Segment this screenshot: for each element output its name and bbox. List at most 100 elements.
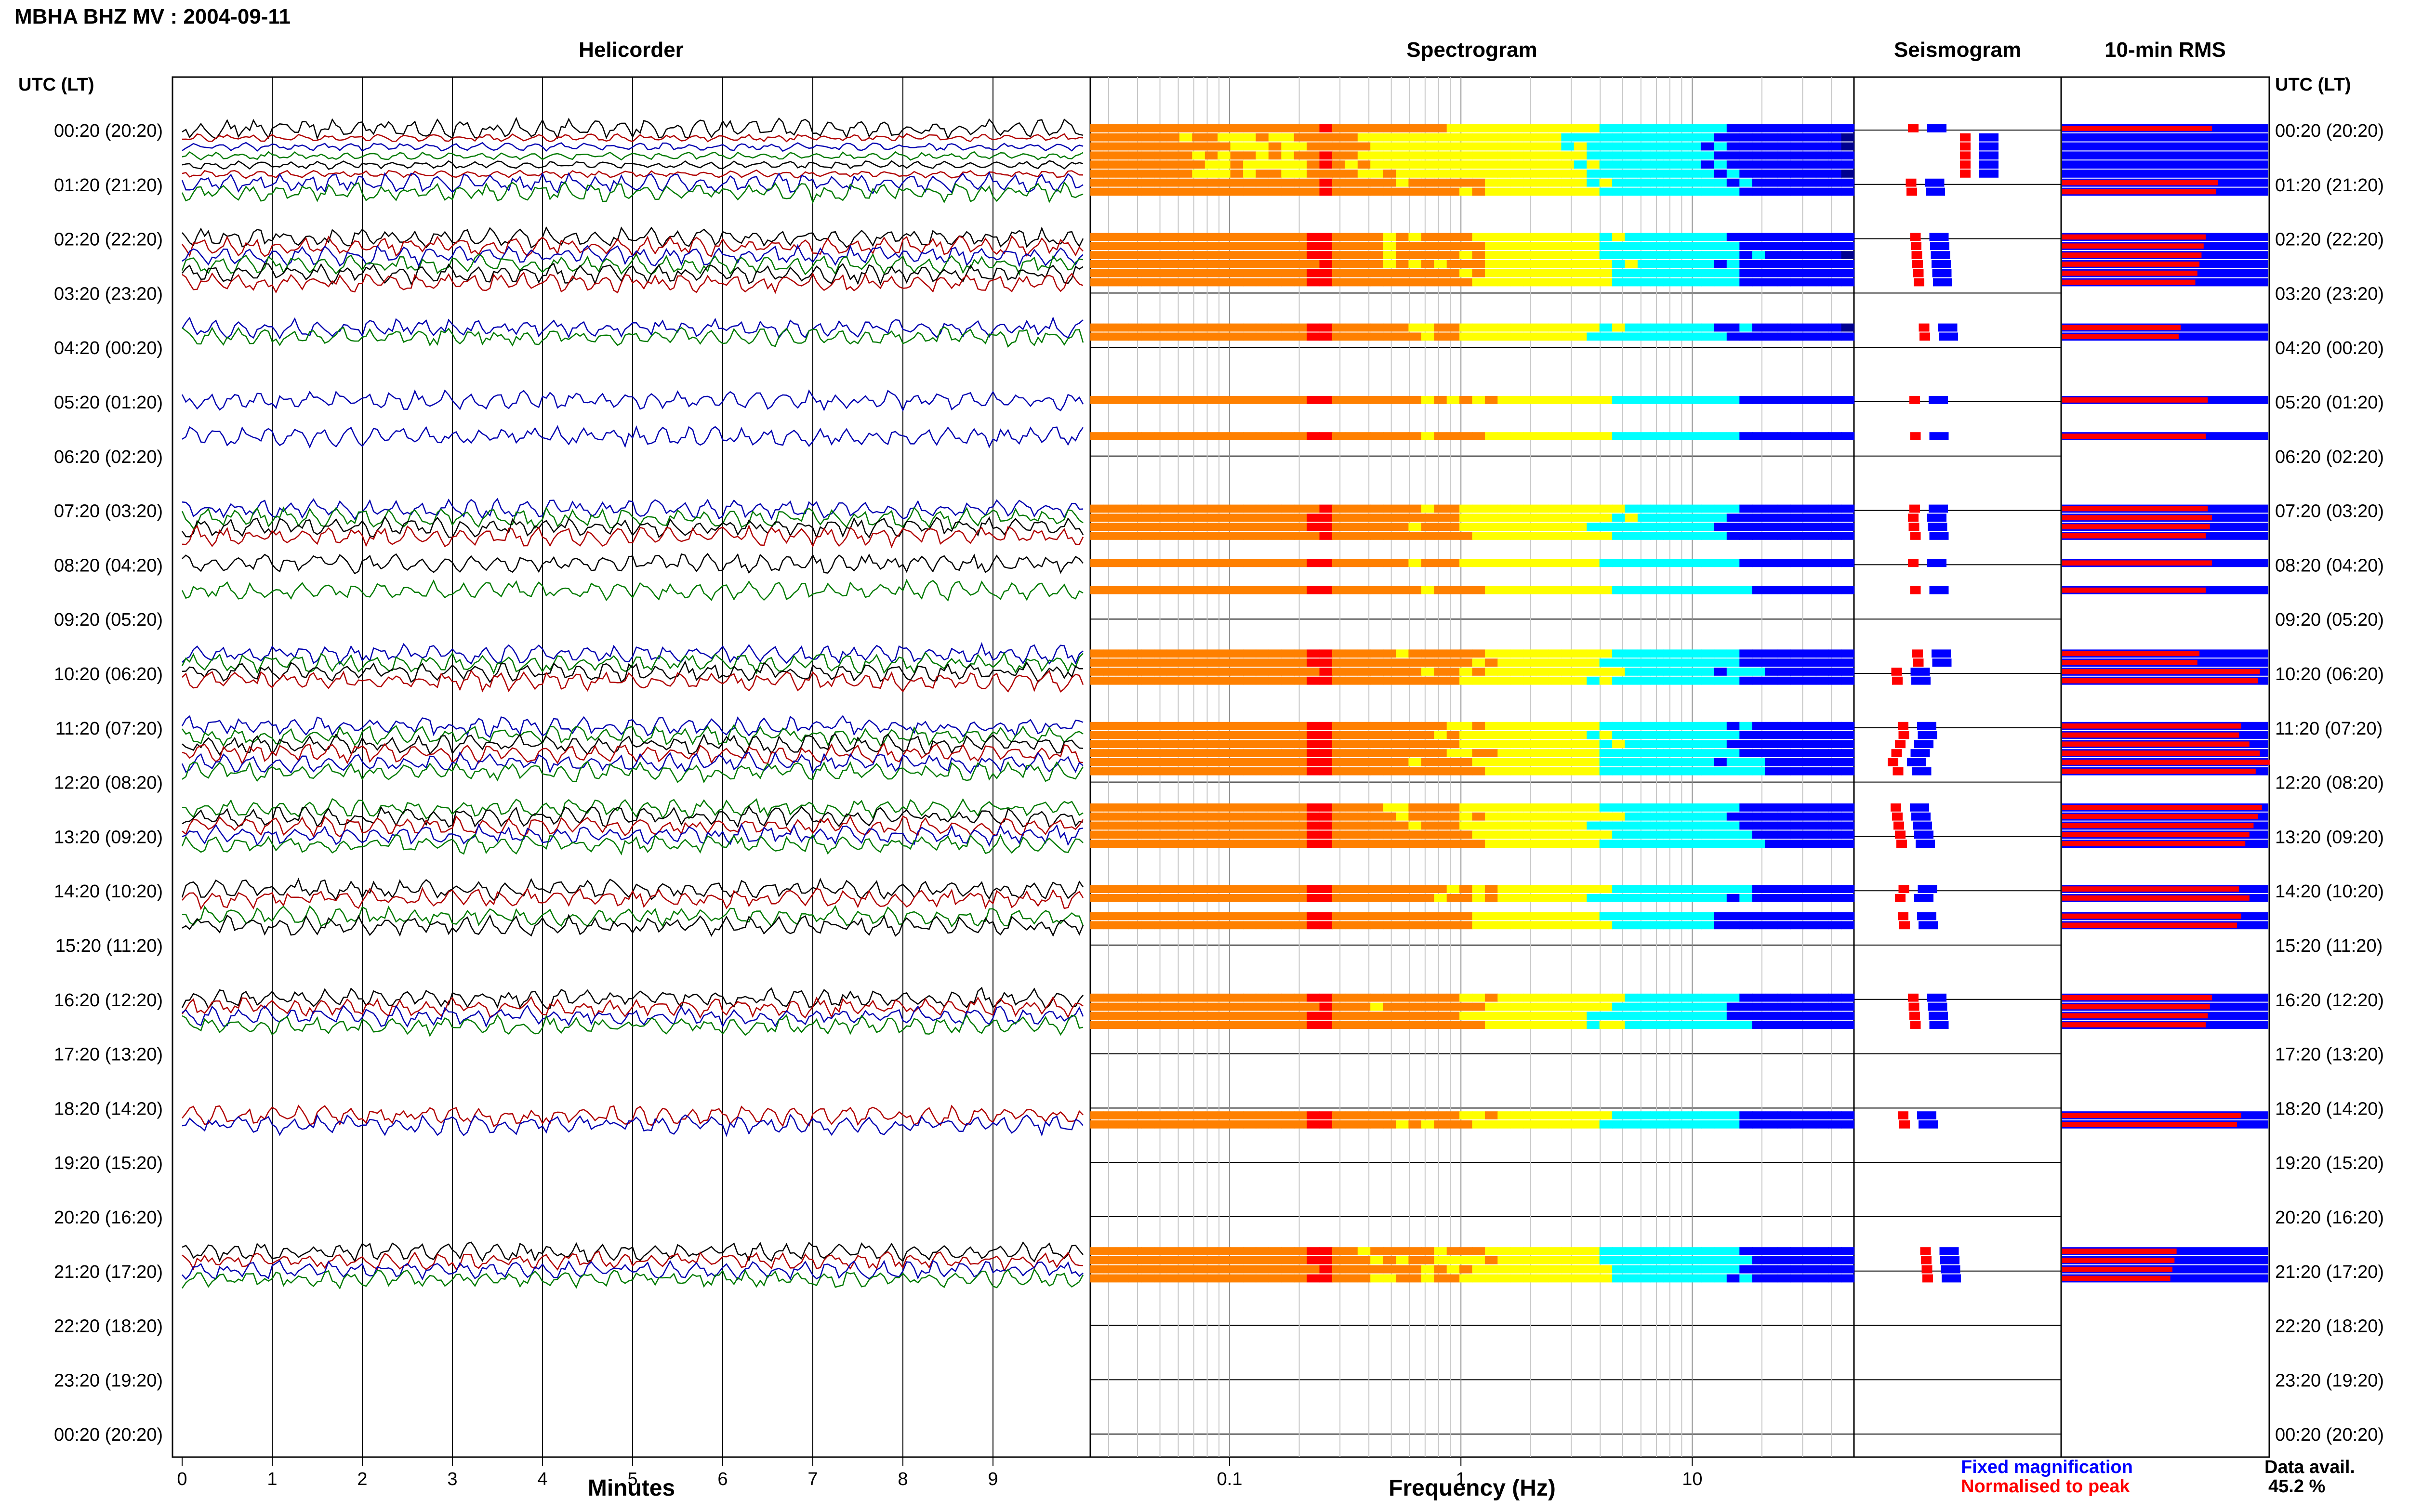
spectrogram-cell (1726, 242, 1740, 250)
spectrogram-cell (1115, 912, 1129, 920)
spectrogram-cell (1204, 668, 1218, 676)
spectrogram-cell (1803, 894, 1816, 902)
spectrogram-cell (1815, 187, 1829, 196)
spectrogram-cell (1332, 993, 1346, 1002)
spectrogram-cell (1625, 260, 1638, 268)
spectrogram-cell (1332, 885, 1346, 893)
row-label-left: 14:20 (10:20) (54, 881, 163, 902)
spectrogram-cell (1650, 676, 1664, 685)
spectrogram-cell (1345, 269, 1358, 277)
spectrogram-cell (1434, 1274, 1447, 1283)
spectrogram-cell (1752, 722, 1766, 730)
spectrogram-cell (1332, 1120, 1346, 1129)
spectrogram-cell (1484, 840, 1498, 848)
spectrogram-cell (1230, 758, 1244, 766)
rms-normalised-bar (2062, 814, 2258, 819)
seismogram-fixed-mark (1919, 921, 1938, 930)
spectrogram-cell (1166, 803, 1180, 812)
spectrogram-cell (1752, 323, 1766, 332)
spectrogram-cell (1268, 1265, 1282, 1274)
spectrogram-cell (1587, 1111, 1600, 1119)
spectrogram-cell (1803, 830, 1816, 839)
spectrogram-cell (1523, 323, 1536, 332)
spectrogram-cell (1650, 323, 1664, 332)
spectrogram-cell (1230, 1247, 1244, 1255)
spectrogram-cell (1408, 1274, 1422, 1283)
spectrogram-cell (1650, 1120, 1664, 1129)
spectrogram-cell (1396, 1021, 1409, 1029)
spectrogram-cell (1510, 668, 1524, 676)
spectrogram-cell (1243, 513, 1257, 522)
spectrogram-cell (1752, 921, 1766, 930)
spectrogram-cell (1739, 722, 1753, 730)
spectrogram-cell (1676, 885, 1689, 893)
spectrogram-cell (1090, 821, 1104, 830)
spectrogram-cell (1701, 187, 1715, 196)
spectrogram-cell (1307, 1021, 1320, 1029)
seismogram-fixed-mark (1929, 504, 1948, 513)
spectrogram-cell (1676, 993, 1689, 1002)
spectrogram-cell (1141, 912, 1155, 920)
seismogram-normalised-mark (1906, 178, 1917, 187)
seismogram-fixed-mark (1979, 170, 1999, 178)
spectrogram-cell (1739, 133, 1753, 142)
spectrogram-cell (1179, 1002, 1193, 1011)
spectrogram-cell (1714, 1012, 1727, 1020)
spectrogram-cell (1676, 260, 1689, 268)
spectrogram-cell (1472, 332, 1485, 341)
spectrogram-cell (1370, 233, 1384, 241)
seismogram-fixed-mark (1914, 740, 1933, 749)
spectrogram-cell (1230, 269, 1244, 277)
spectrogram-cell (1115, 260, 1129, 268)
spectrogram-cell (1841, 142, 1854, 151)
spectrogram-cell (1268, 912, 1282, 920)
spectrogram-cell (1307, 676, 1320, 685)
spectrogram-cell (1587, 559, 1600, 567)
spectrogram-cell (1345, 758, 1358, 766)
spectrogram-cell (1307, 1265, 1320, 1274)
seismogram-normalised-mark (1896, 840, 1907, 848)
spectrogram-cell (1256, 559, 1269, 567)
spectrogram-row (1090, 658, 1854, 667)
spectrogram-cell (1650, 767, 1664, 776)
row-label-left: 23:20 (19:20) (54, 1370, 163, 1391)
spectrogram-cell (1179, 124, 1193, 132)
spectrogram-cell (1446, 124, 1460, 132)
row-label-left: 12:20 (08:20) (54, 773, 163, 793)
spectrogram-cell (1256, 921, 1269, 930)
spectrogram-cell (1815, 722, 1829, 730)
spectrogram-cell (1815, 731, 1829, 739)
spectrogram-cell (1650, 749, 1664, 757)
spectrogram-cell (1828, 124, 1842, 132)
spectrogram-cell (1472, 1021, 1485, 1029)
spectrogram-cell (1777, 1012, 1791, 1020)
spectrogram-row (1090, 830, 1854, 839)
spectrogram-cell (1726, 251, 1740, 259)
spectrogram-cell (1574, 124, 1588, 132)
spectrogram-cell (1307, 332, 1320, 341)
spectrogram-cell (1357, 722, 1371, 730)
spectrogram-cell (1790, 894, 1804, 902)
spectrogram-cell (1587, 170, 1600, 178)
spectrogram-cell (1663, 151, 1677, 160)
spectrogram-cell (1204, 1256, 1218, 1264)
spectrogram-cell (1383, 1002, 1396, 1011)
spectrogram-cell (1268, 1274, 1282, 1283)
spectrogram-cell (1484, 242, 1498, 250)
spectrogram-cell (1650, 160, 1664, 169)
spectrogram-cell (1230, 323, 1244, 332)
spectrogram-cell (1484, 993, 1498, 1002)
spectrogram-cell (1574, 242, 1588, 250)
spectrogram-cell (1128, 894, 1142, 902)
spectrogram-cell (1281, 658, 1295, 667)
spectrogram-cell (1828, 1274, 1842, 1283)
spectrogram-cell (1294, 124, 1308, 132)
spectrogram-cell (1319, 523, 1333, 531)
spectrogram-cell (1218, 894, 1231, 902)
spectrogram-cell (1777, 178, 1791, 187)
spectrogram-cell (1307, 269, 1320, 277)
spectrogram-cell (1434, 170, 1447, 178)
spectrogram-cell (1510, 885, 1524, 893)
spectrogram-cell (1777, 251, 1791, 259)
spectrogram-cell (1396, 894, 1409, 902)
